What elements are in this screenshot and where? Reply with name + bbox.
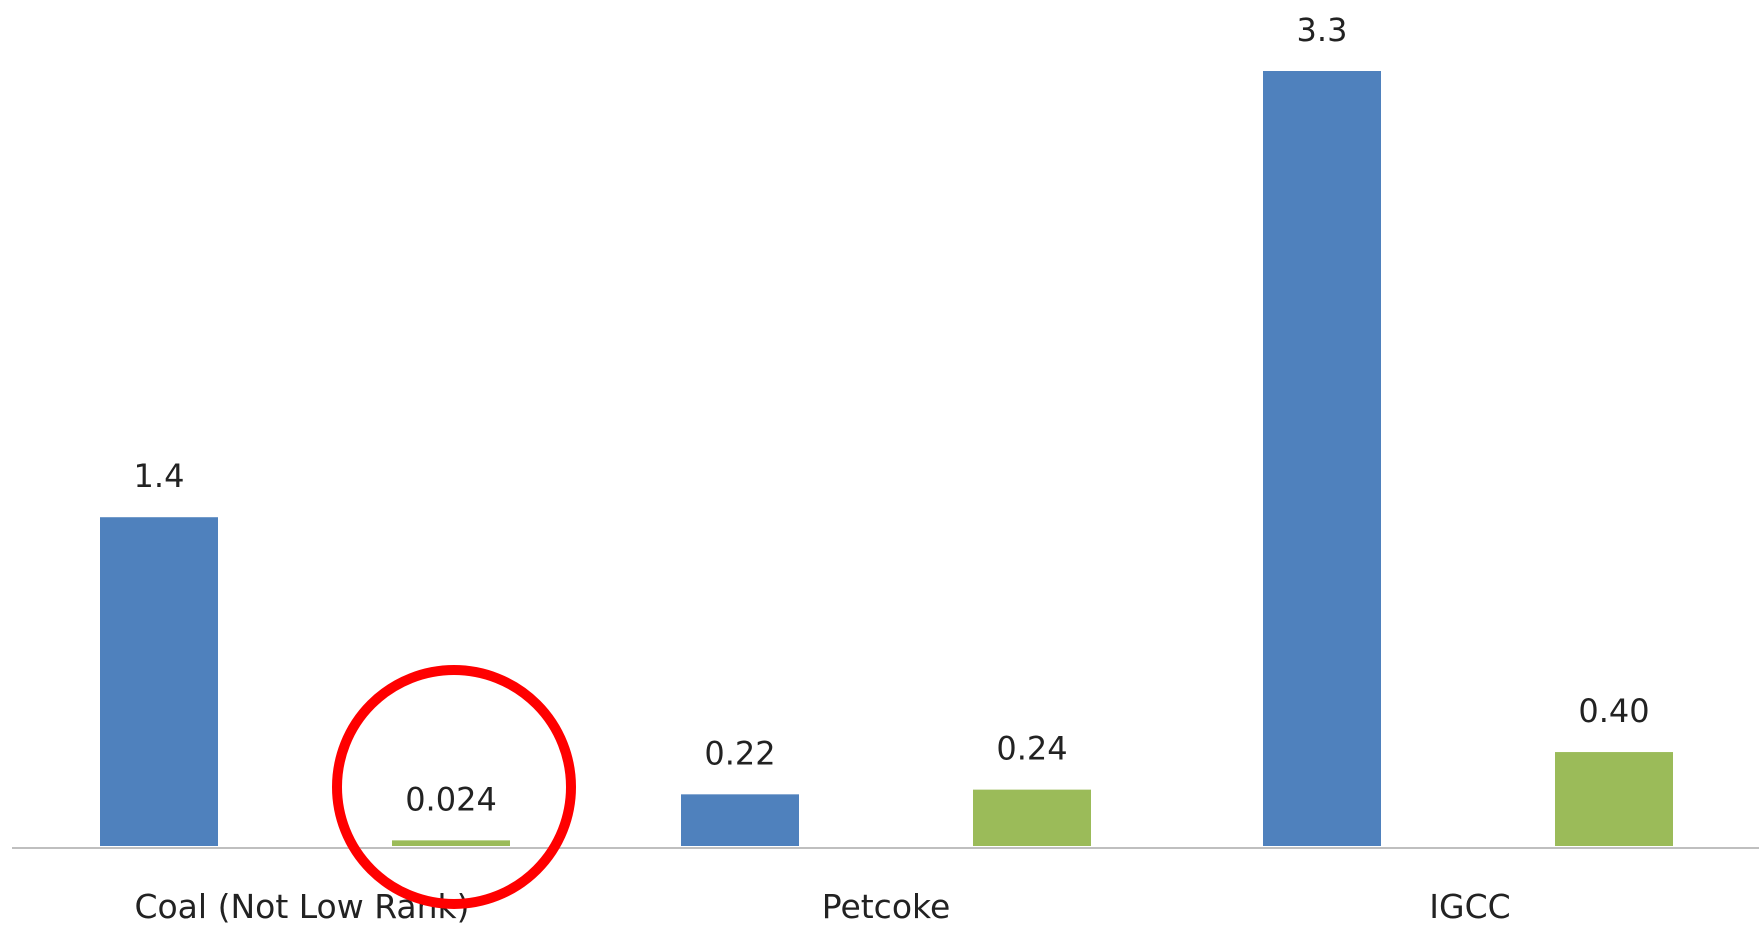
highlight-circle (332, 665, 576, 909)
data-label-series1-1: 0.22 (704, 734, 775, 772)
bar-series1-2 (1263, 71, 1381, 846)
data-label-series2-2: 0.40 (1578, 692, 1649, 730)
category-label-2: IGCC (1429, 887, 1510, 926)
bars-group (100, 71, 1673, 846)
bar-series2-1 (973, 789, 1091, 846)
bar-series2-0 (392, 840, 510, 846)
bar-series1-1 (681, 794, 799, 846)
bar-series2-2 (1555, 752, 1673, 846)
category-labels-group: Coal (Not Low Rank) Petcoke IGCC (134, 887, 1510, 926)
category-label-0: Coal (Not Low Rank) (134, 887, 469, 926)
bar-series1-0 (100, 517, 218, 846)
data-label-series2-0: 0.024 (405, 780, 497, 818)
category-label-1: Petcoke (822, 887, 951, 926)
data-label-series2-1: 0.24 (996, 730, 1067, 768)
data-label-series1-2: 3.3 (1297, 11, 1348, 49)
data-label-series1-0: 1.4 (134, 457, 185, 495)
value-labels-group: 1.4 0.024 0.22 0.24 3.3 0.40 (134, 11, 1650, 818)
